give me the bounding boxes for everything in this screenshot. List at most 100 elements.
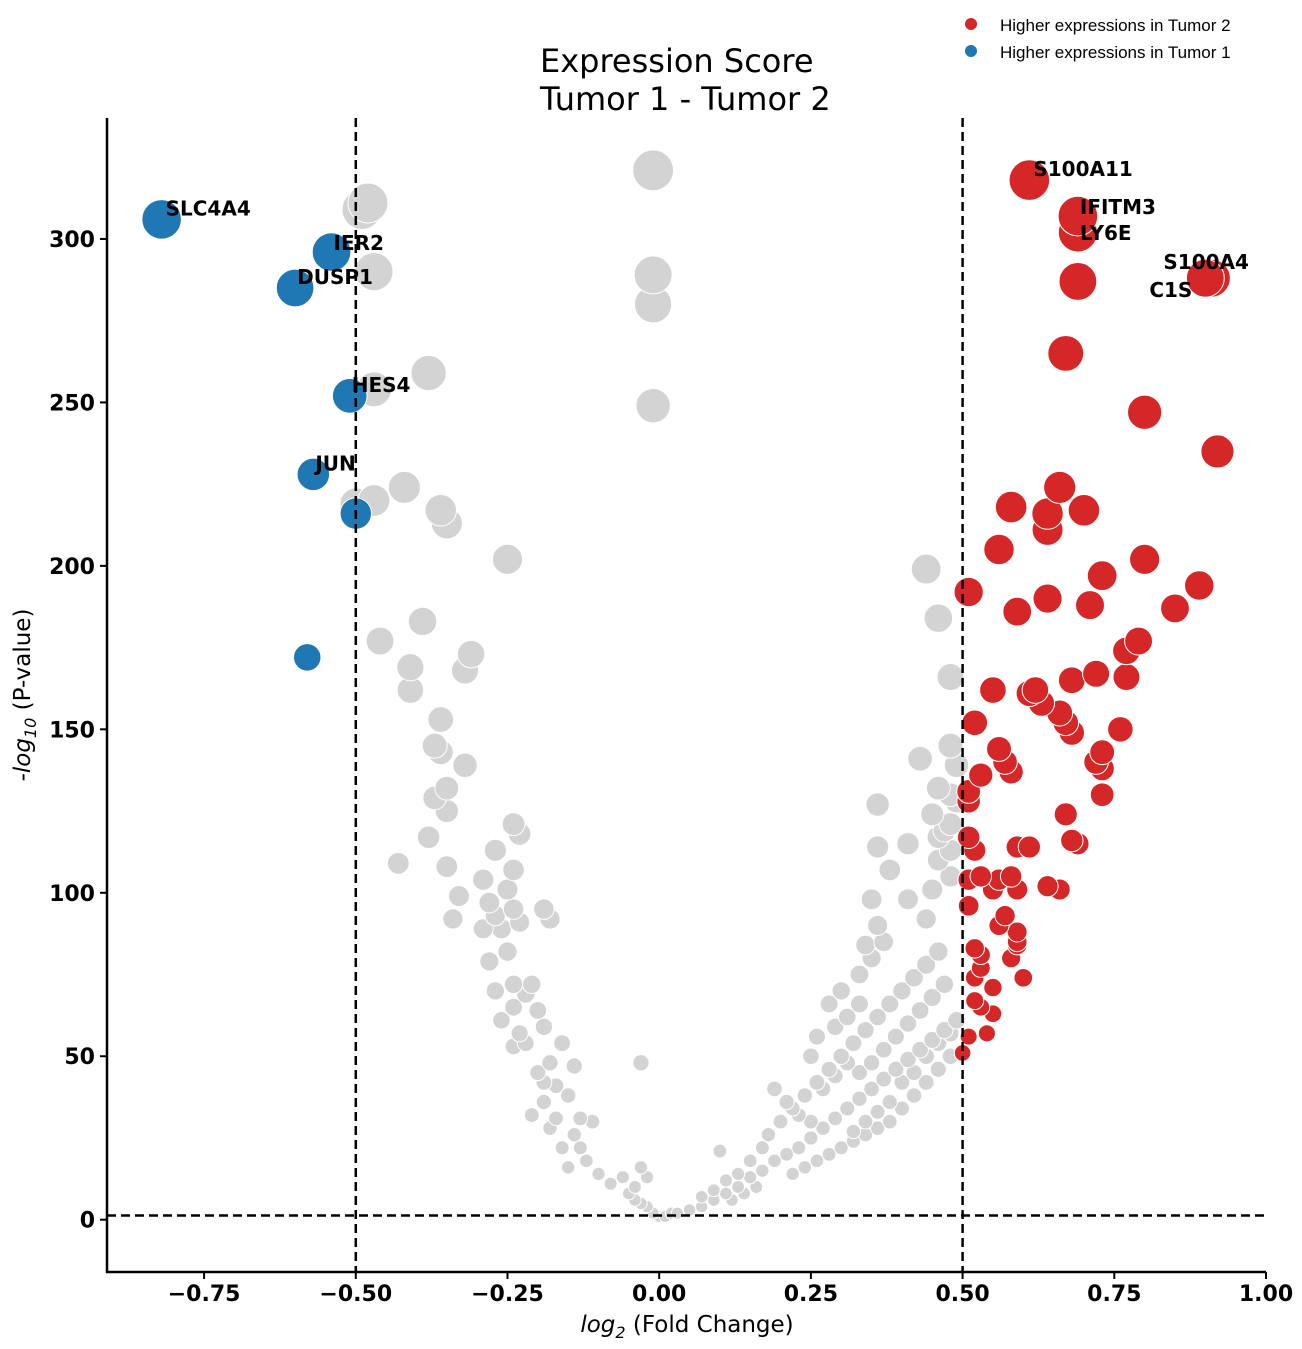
point-nonsignificant [827, 1110, 844, 1127]
point-nonsignificant [497, 941, 518, 962]
point-nonsignificant [868, 1007, 887, 1027]
point-tumor2 [1006, 921, 1028, 943]
gene-label: IER2 [334, 231, 384, 255]
point-tumor2 [1089, 782, 1115, 808]
y-tick-label: 150 [49, 718, 95, 743]
point-nonsignificant [839, 1100, 856, 1117]
point-tumor2 [986, 735, 1012, 762]
point-nonsignificant [826, 1017, 845, 1036]
point-nonsignificant [633, 255, 673, 295]
point-nonsignificant [387, 470, 421, 504]
point-tumor2 [1086, 560, 1118, 592]
point-tumor2 [1107, 716, 1134, 743]
point-nonsignificant [496, 878, 519, 901]
point-nonsignificant [767, 1153, 782, 1169]
point-nonsignificant [434, 775, 460, 801]
point-nonsignificant [483, 838, 507, 862]
point-tumor2 [953, 576, 984, 608]
point-nonsignificant [528, 1001, 548, 1020]
point-nonsignificant [807, 1027, 826, 1046]
point-nonsignificant [566, 1127, 582, 1143]
legend-label-tumor1: Higher expressions in Tumor 1 [1000, 43, 1231, 62]
point-nonsignificant [936, 663, 965, 691]
point-nonsignificant [572, 1140, 588, 1156]
x-axis-label-prefix: log [580, 1312, 615, 1338]
point-tumor2 [1184, 570, 1215, 601]
point-tumor2 [1200, 434, 1235, 469]
point-nonsignificant [755, 1163, 770, 1178]
point-nonsignificant [907, 745, 933, 772]
point-nonsignificant [796, 1087, 814, 1104]
point-nonsignificant [731, 1180, 746, 1194]
point-tumor2 [1124, 626, 1154, 656]
legend-marker-tumor2 [965, 18, 977, 30]
point-nonsignificant [915, 908, 937, 930]
point-nonsignificant [857, 1113, 874, 1130]
gene-label: C1S [1149, 278, 1192, 302]
point-nonsignificant [416, 825, 441, 849]
point-nonsignificant [712, 1143, 728, 1159]
x-axis-label: log2 (Fold Change) [580, 1312, 793, 1342]
point-nonsignificant [808, 1074, 826, 1091]
point-nonsignificant [554, 1140, 570, 1156]
point-tumor2 [1112, 663, 1141, 691]
point-tumor2 [994, 490, 1028, 524]
point-tumor1 [331, 378, 368, 414]
y-tick-label: 0 [80, 1209, 95, 1234]
point-nonsignificant [553, 1034, 572, 1053]
point-nonsignificant [730, 1166, 746, 1182]
point-nonsignificant [922, 987, 942, 1007]
point-nonsignificant [718, 1173, 733, 1188]
point-tumor1 [275, 268, 315, 308]
y-axis-label-prefix: -log [10, 738, 36, 781]
point-nonsignificant [865, 792, 890, 817]
point-tumor2 [1002, 596, 1033, 627]
point-nonsignificant [502, 858, 525, 882]
y-tick-label: 100 [49, 882, 95, 907]
point-tumor2 [956, 825, 981, 849]
point-nonsignificant [856, 1020, 875, 1040]
point-nonsignificant [863, 1080, 880, 1098]
point-nonsignificant [510, 1024, 529, 1043]
point-nonsignificant [892, 981, 912, 1001]
point-nonsignificant [779, 1146, 795, 1162]
point-tumor2 [999, 865, 1023, 888]
gene-label: IFITM3 [1080, 195, 1156, 219]
y-tick-label: 300 [49, 228, 95, 253]
point-nonsignificant [766, 1080, 783, 1098]
point-nonsignificant [472, 868, 495, 891]
y-axis-label: -log10 (P-value) [10, 609, 40, 782]
point-nonsignificant [905, 1087, 923, 1104]
axes: −0.75 −0.50 −0.25 0.00 0.25 0.50 0.75 1.00 0 50 10… [49, 118, 1293, 1307]
point-nonsignificant [427, 706, 455, 733]
point-tumor2 [969, 865, 993, 888]
point-tumor2 [964, 938, 985, 959]
point-nonsignificant [670, 1206, 684, 1220]
point-nonsignificant [809, 1153, 825, 1169]
point-tumor2 [1057, 195, 1099, 237]
point-tumor2 [957, 895, 980, 917]
point-nonsignificant [541, 1054, 559, 1072]
point-nonsignificant [923, 603, 954, 633]
point-nonsignificant [869, 1103, 886, 1120]
point-tumor2 [1160, 593, 1190, 624]
point-tumor2 [968, 762, 994, 788]
y-tick-label: 250 [49, 391, 95, 416]
point-nonsignificant [819, 994, 839, 1014]
point-nonsignificant [844, 1034, 863, 1053]
legend-label-tumor2: Higher expressions in Tumor 2 [1000, 16, 1231, 35]
legend: Higher expressions in Tumor 2 Higher exp… [965, 16, 1231, 62]
point-nonsignificant [504, 997, 523, 1017]
point-nonsignificant [435, 855, 459, 878]
gene-label: LY6E [1080, 221, 1132, 245]
point-nonsignificant [862, 1054, 881, 1072]
point-tumor2 [959, 1027, 978, 1046]
point-nonsignificant [920, 802, 945, 827]
point-nonsignificant [869, 1120, 886, 1136]
point-nonsignificant [815, 1120, 831, 1136]
y-axis-label-suffix: (P-value) [10, 609, 36, 718]
point-nonsignificant [365, 626, 395, 656]
point-nonsignificant [447, 885, 470, 908]
point-nonsignificant [479, 951, 500, 972]
point-nonsignificant [407, 606, 438, 637]
